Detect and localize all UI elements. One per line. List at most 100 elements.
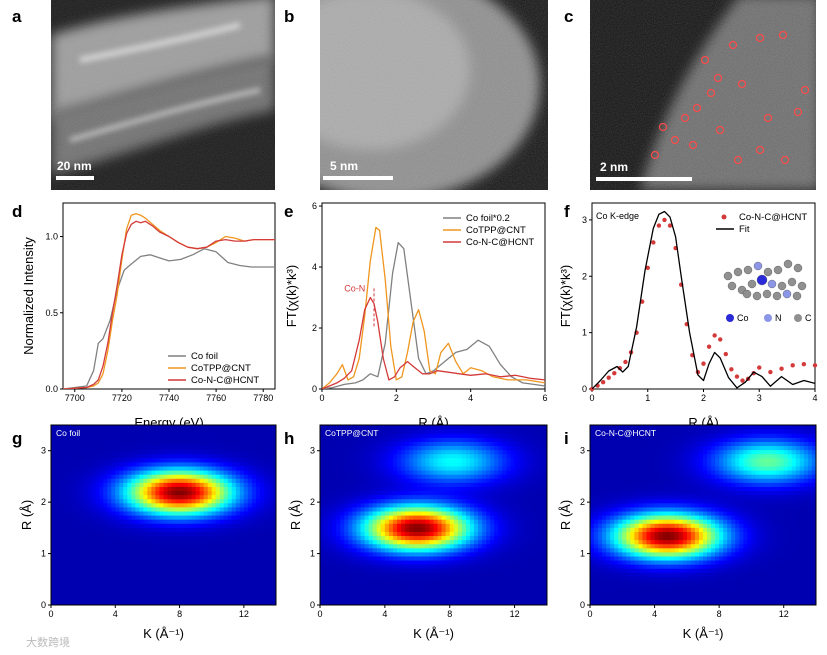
heatmap-cell — [87, 482, 92, 487]
heatmap-cell — [445, 490, 451, 496]
heatmap-cell — [368, 596, 374, 602]
heatmap-cell — [401, 576, 406, 582]
heatmap-cell — [417, 564, 422, 569]
heatmap-cell — [348, 425, 354, 430]
heatmap-cell — [203, 596, 209, 602]
heatmap-cell — [155, 445, 161, 451]
heatmap-cell — [251, 596, 257, 602]
heatmap-cell — [263, 502, 269, 508]
data-point — [662, 217, 667, 223]
heatmap-cell — [67, 437, 72, 442]
heatmap-cell — [510, 600, 516, 605]
heatmap-cell — [494, 441, 499, 447]
heatmap-cell — [518, 510, 524, 516]
heatmap-cell — [526, 560, 532, 565]
heatmap-cell — [498, 535, 504, 541]
heatmap-cell — [324, 461, 329, 467]
heatmap-cell — [75, 486, 80, 492]
heatmap-cell — [271, 519, 276, 524]
heatmap-cell — [71, 535, 76, 541]
heatmap-cell — [171, 535, 177, 541]
heatmap-cell — [486, 535, 491, 541]
heatmap-cell — [376, 539, 382, 545]
heatmap-cell — [183, 555, 189, 561]
heatmap-cell — [223, 600, 229, 605]
heatmap-cell — [203, 498, 209, 504]
heatmap-cell — [107, 515, 112, 520]
heatmap-cell — [474, 461, 479, 467]
heatmap-cell — [107, 564, 112, 569]
heatmap-cell — [131, 580, 136, 586]
heatmap-cell — [409, 457, 414, 463]
heatmap-cell — [175, 576, 181, 582]
heatmap-cell — [384, 572, 390, 577]
heatmap-cell — [336, 551, 341, 557]
heatmap-cell — [155, 494, 161, 500]
heatmap-cell — [171, 482, 177, 487]
heatmap-cell — [514, 515, 520, 520]
heatmap-cell — [123, 441, 128, 447]
heatmap-cell — [425, 482, 431, 487]
heatmap-cell — [441, 486, 447, 492]
heatmap-cell — [207, 527, 213, 532]
heatmap-cell — [392, 560, 398, 565]
heatmap-cell — [131, 539, 136, 545]
heatmap-cell — [159, 547, 165, 553]
heatmap-cell — [259, 425, 265, 430]
heatmap-cell — [449, 555, 455, 561]
heatmap-cell — [259, 482, 265, 487]
heatmap-cell — [364, 478, 370, 483]
heatmap-cell — [91, 506, 96, 512]
heatmap-cell — [99, 527, 104, 532]
heatmap-cell — [183, 600, 189, 605]
heatmap-cell — [63, 490, 68, 496]
heatmap-cell — [397, 494, 402, 500]
heatmap-cell — [441, 555, 447, 561]
heatmap-cell — [271, 600, 276, 605]
y-tick-label: 0 — [582, 384, 587, 394]
heatmap-cell — [211, 482, 217, 487]
heatmap-cell — [251, 531, 257, 537]
heatmap-cell — [478, 551, 483, 557]
heatmap-cell — [421, 445, 426, 451]
heatmap-cell — [71, 441, 76, 447]
heatmap-cell — [506, 506, 512, 512]
heatmap-cell — [380, 519, 386, 524]
heatmap-cell — [498, 502, 504, 508]
heatmap-cell — [131, 584, 136, 590]
heatmap-cell — [247, 572, 253, 577]
heatmap-cell — [449, 600, 455, 605]
atom-marker — [780, 155, 790, 165]
heatmap-cell — [429, 523, 435, 528]
heatmap-cell — [151, 515, 157, 520]
heatmap-cell — [203, 449, 209, 455]
heatmap-cell — [139, 576, 145, 582]
heatmap-cell — [388, 429, 394, 434]
heatmap-cell — [167, 461, 173, 467]
heatmap-cell — [469, 490, 475, 496]
heatmap-cell — [103, 551, 108, 557]
heatmap-cell — [155, 555, 161, 561]
heatmap-cell — [135, 519, 140, 524]
heatmap-cell — [227, 580, 233, 586]
carbon-atom — [772, 291, 782, 301]
heatmap-cell — [191, 498, 197, 504]
heatmap-cell — [510, 564, 516, 569]
heatmap-cell — [247, 564, 253, 569]
heatmap-cell — [490, 600, 495, 605]
heatmap-cell — [135, 600, 140, 605]
heatmap-cell — [131, 461, 136, 467]
heatmap-cell — [251, 568, 257, 573]
atom-marker — [658, 122, 668, 132]
heatmap-cell — [502, 588, 508, 594]
heatmap-cell — [405, 531, 410, 537]
heatmap-cell — [465, 596, 471, 602]
heatmap-cell — [384, 519, 390, 524]
heatmap-cell — [352, 551, 358, 557]
heatmap-cell — [131, 433, 136, 438]
heatmap-cell — [478, 515, 483, 520]
heatmap-cell — [522, 592, 528, 598]
heatmap-cell — [159, 543, 165, 549]
heatmap-cell — [215, 568, 221, 573]
heatmap-cell — [95, 564, 100, 569]
